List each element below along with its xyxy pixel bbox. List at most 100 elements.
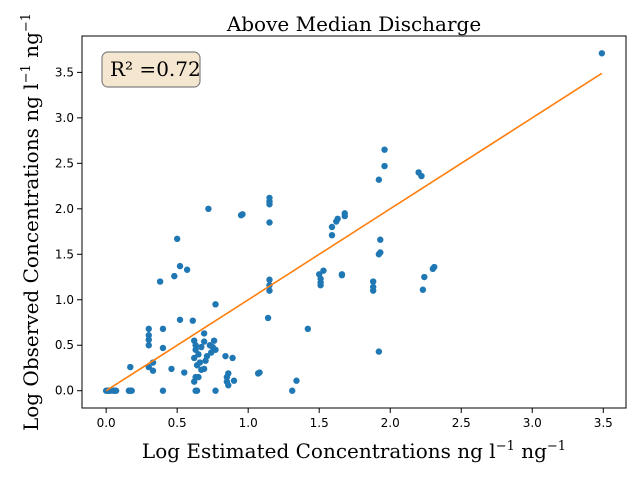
y-axis-label-main: Log Observed Concentrations ng l xyxy=(19,83,43,431)
data-point xyxy=(381,146,388,153)
data-point xyxy=(266,276,273,283)
data-point xyxy=(289,387,296,394)
plot-area xyxy=(81,35,627,409)
fit-line xyxy=(105,72,603,392)
data-point xyxy=(159,344,167,352)
data-point xyxy=(266,287,273,294)
y-axis-label-mid: ng xyxy=(19,32,43,64)
data-point xyxy=(145,336,152,343)
data-point xyxy=(328,223,336,231)
data-point xyxy=(145,363,152,371)
data-point xyxy=(128,387,135,394)
data-point xyxy=(171,272,178,280)
data-point xyxy=(198,343,205,351)
y-tick-label: 1.0 xyxy=(55,293,74,307)
data-point xyxy=(156,278,164,285)
x-axis-label-sup2: −1 xyxy=(547,439,566,454)
data-point xyxy=(209,343,216,351)
data-points xyxy=(102,50,606,394)
data-point xyxy=(334,215,341,223)
y-tick-label: 3.0 xyxy=(55,111,74,125)
data-point xyxy=(196,359,204,366)
data-point xyxy=(205,205,212,213)
data-point xyxy=(316,271,323,278)
x-tick-label: 0.0 xyxy=(97,416,116,430)
data-point xyxy=(192,346,199,353)
x-tick-label: 0.5 xyxy=(168,416,187,430)
r-squared-annotation: R² =0.72 xyxy=(101,51,201,88)
data-point xyxy=(191,337,198,344)
data-point xyxy=(431,263,438,271)
data-point xyxy=(200,338,208,345)
data-point xyxy=(421,273,428,281)
y-axis-label-sup1: −1 xyxy=(19,64,34,83)
data-point xyxy=(145,325,152,333)
data-point xyxy=(181,369,188,376)
y-tick-label: 1.5 xyxy=(55,247,74,261)
data-point xyxy=(145,332,152,339)
annotation-box xyxy=(101,51,201,88)
data-point xyxy=(328,231,336,239)
y-tick-label: 0.5 xyxy=(55,338,74,352)
data-point xyxy=(210,337,218,344)
x-axis-ticks: 0.0 0.5 1.0 1.5 2.0 2.5 3.0 3.5 xyxy=(97,408,613,430)
data-point xyxy=(183,266,191,273)
y-tick-label: 3.5 xyxy=(55,65,74,79)
y-axis-label: Log Observed Concentrations ng l−1 ng−1 xyxy=(19,13,43,431)
data-point xyxy=(145,342,152,349)
x-tick-label: 2.0 xyxy=(381,416,400,430)
data-point xyxy=(149,367,157,374)
chart-title: Above Median Discharge xyxy=(226,12,481,36)
y-tick-label: 0.0 xyxy=(55,384,74,398)
data-point xyxy=(293,377,300,384)
data-point xyxy=(418,172,425,180)
data-point xyxy=(159,387,167,394)
y-tick-label: 2.5 xyxy=(55,156,74,170)
data-point xyxy=(222,352,229,360)
data-point xyxy=(377,236,384,243)
x-tick-label: 3.5 xyxy=(594,416,613,430)
data-point xyxy=(377,249,384,256)
data-point xyxy=(375,348,383,355)
data-point xyxy=(176,316,184,323)
data-point xyxy=(264,314,272,322)
data-point xyxy=(266,219,273,226)
data-point xyxy=(419,286,427,293)
x-axis-label-sup1: −1 xyxy=(496,439,515,454)
data-point xyxy=(369,283,377,291)
data-point xyxy=(225,370,232,377)
data-point xyxy=(304,325,312,333)
y-axis-ticks: 0.0 0.5 1.0 1.5 2.0 2.5 3.0 3.5 xyxy=(55,65,82,398)
data-point xyxy=(256,369,263,376)
x-tick-label: 2.5 xyxy=(452,416,471,430)
data-point xyxy=(341,210,348,217)
data-point xyxy=(159,325,167,333)
y-axis-label-sup2: −1 xyxy=(19,13,34,32)
data-point xyxy=(320,267,327,274)
data-point xyxy=(266,194,273,202)
data-point xyxy=(598,50,606,57)
data-point xyxy=(176,262,184,270)
data-point xyxy=(212,301,219,308)
data-point xyxy=(230,377,238,384)
x-axis-label-mid: ng xyxy=(515,439,547,463)
x-axis-label-main: Log Estimated Concentrations ng l xyxy=(142,439,496,463)
data-point xyxy=(200,365,208,373)
data-point xyxy=(191,354,198,362)
data-point xyxy=(338,271,346,278)
data-point xyxy=(168,365,175,373)
data-point xyxy=(189,317,196,324)
data-point xyxy=(212,387,219,394)
x-tick-label: 3.0 xyxy=(523,416,542,430)
data-point xyxy=(203,352,211,360)
data-point xyxy=(127,363,134,371)
data-point xyxy=(223,378,231,385)
data-point xyxy=(112,387,120,394)
data-point xyxy=(369,278,377,285)
data-point xyxy=(375,176,383,183)
data-point xyxy=(200,330,208,337)
data-point xyxy=(381,162,388,170)
x-axis-label: Log Estimated Concentrations ng l−1 ng−1 xyxy=(142,439,566,463)
data-point xyxy=(195,373,202,381)
